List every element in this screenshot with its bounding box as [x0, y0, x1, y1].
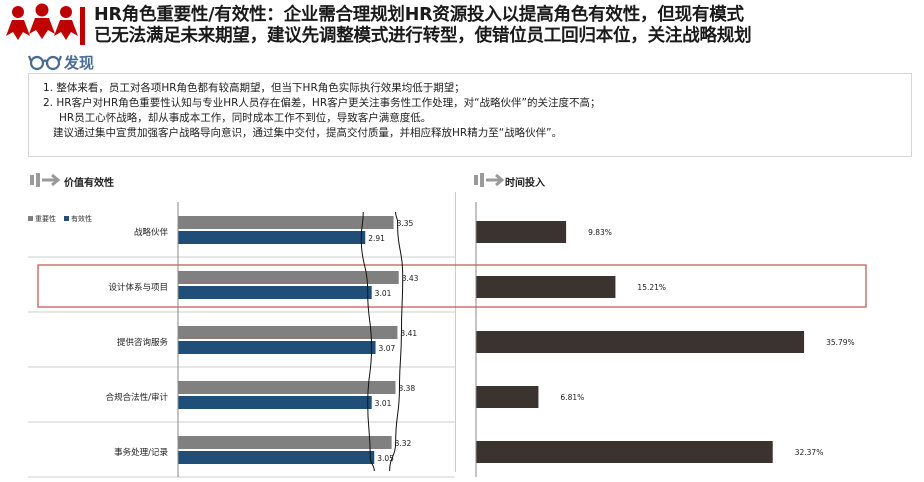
highlight-frame	[37, 264, 867, 308]
data-label-effectiveness: 2.91	[368, 234, 385, 243]
bar-time-investment	[476, 386, 539, 408]
data-label-time-investment: 6.81%	[560, 393, 584, 402]
bar-effectiveness	[178, 451, 375, 464]
glasses-icon	[28, 55, 62, 71]
data-label-effectiveness: 3.05	[377, 454, 394, 463]
section-marker-icon	[30, 173, 60, 187]
data-label-importance: 3.43	[402, 274, 419, 283]
bar-time-investment	[476, 331, 805, 353]
data-label-time-investment: 35.79%	[826, 338, 855, 347]
findings-label: 发现	[64, 54, 95, 72]
legend-swatch-importance	[28, 216, 33, 221]
finding-line-2: 2. HR客户对HR角色重要性认知与专业HR人员存在偏差，HR客户更关注事务性工…	[43, 97, 601, 109]
page-title: HR角色重要性/有效性：企业需合理规划HR资源投入以提高角色有效性，但现有模式 …	[94, 5, 919, 47]
page-title-line-1: HR角色重要性/有效性：企业需合理规划HR资源投入以提高角色有效性，但现有模式	[94, 5, 744, 25]
data-label-importance: 3.32	[395, 439, 412, 448]
bar-effectiveness	[178, 396, 372, 409]
bar-importance	[178, 381, 396, 394]
gap-outline-left	[360, 211, 375, 472]
data-label-importance: 3.35	[397, 219, 414, 228]
page-title-line-2: 已无法满足未来期望，建议先调整模式进行转型，使错位员工回归本位，关注战略规划	[94, 26, 752, 46]
bar-effectiveness	[178, 341, 376, 354]
category-label: 战略伙伴	[134, 227, 169, 238]
legend-label-importance: 重要性	[35, 214, 56, 223]
legend-label-effectiveness: 有效性	[71, 214, 92, 223]
data-label-importance: 3.41	[400, 329, 417, 338]
finding-line-1: 1. 整体来看，员工对各项HR角色都有较高期望，但当下HR角色实际执行效果均低于…	[43, 82, 465, 94]
bar-importance	[178, 216, 394, 229]
bar-importance	[178, 436, 392, 449]
data-label-effectiveness: 3.01	[375, 399, 392, 408]
findings-box: 1. 整体来看，员工对各项HR角色都有较高期望，但当下HR角色实际执行效果均低于…	[28, 73, 912, 157]
data-label-effectiveness: 3.07	[379, 344, 396, 353]
chart-divider	[455, 192, 456, 472]
data-label-time-investment: 15.21%	[637, 283, 666, 292]
data-label-time-investment: 32.37%	[795, 448, 824, 457]
bar-importance	[178, 326, 398, 339]
bar-time-investment	[476, 441, 773, 463]
category-label: 提供咨询服务	[117, 337, 169, 348]
bar-time-investment	[476, 276, 616, 298]
gap-outline-right	[389, 211, 404, 472]
bar-time-investment	[476, 221, 567, 243]
category-label: 合规合法性/审计	[106, 392, 169, 403]
finding-line-4: 建议通过集中宣贯加强客户战略导向意识，通过集中交付，提高交付质量，并相应释放HR…	[53, 127, 563, 139]
bar-effectiveness	[178, 231, 366, 244]
people-logo-icon	[6, 3, 78, 40]
data-label-time-investment: 9.83%	[588, 228, 612, 237]
finding-line-3: HR员工心怀战略，却从事成本工作，同时成本工作不到位，导致客户满意度低。	[59, 112, 432, 124]
bar-effectiveness	[178, 286, 372, 299]
data-label-importance: 3.38	[398, 384, 415, 393]
category-label: 事务处理/记录	[114, 447, 168, 458]
title-accent-bar	[80, 7, 85, 45]
section-marker-icon	[474, 173, 504, 187]
chart-title-value-effectiveness: 价值有效性	[64, 178, 114, 189]
data-label-effectiveness: 3.01	[375, 289, 392, 298]
bar-importance	[178, 271, 399, 284]
legend-swatch-effectiveness	[64, 216, 69, 221]
chart-title-time-investment: 时间投入	[505, 178, 545, 189]
category-label: 设计体系与项目	[108, 282, 168, 293]
